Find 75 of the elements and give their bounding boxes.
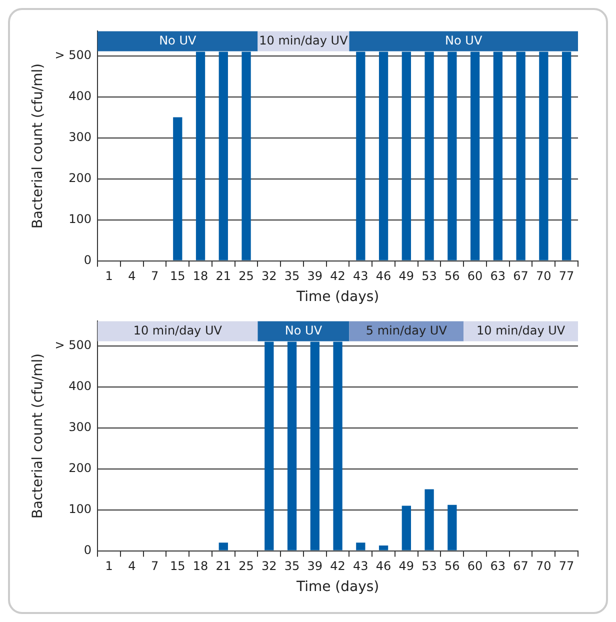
bar [287,342,297,550]
y-tick-label: > 500 [54,48,92,62]
x-tick-label: 53 [422,559,437,574]
bar [402,506,411,550]
x-tick-label: 32 [262,559,277,574]
y-tick-label: 0 [84,542,92,557]
y-tick-label: 200 [68,460,92,475]
x-tick-label: 7 [150,559,159,574]
x-tick-label: 42 [330,559,346,574]
y-axis-title: Bacterial count (cfu/ml) [30,353,46,519]
x-tick-label: 21 [216,269,232,284]
x-tick-label: 1 [105,269,113,284]
bar [310,342,320,550]
bar [448,504,457,550]
x-tick-label: 4 [128,559,136,574]
x-tick-label: 60 [467,559,483,574]
x-tick-label: 60 [467,269,483,284]
x-tick-label: 43 [353,559,368,574]
x-tick-label: 43 [353,269,368,284]
bar [356,542,366,550]
x-tick-label: 18 [192,269,208,284]
x-tick-label: 56 [444,269,460,284]
x-tick-label: 49 [398,559,414,574]
y-tick-label: 400 [68,378,92,393]
y-tick-label: 100 [68,212,92,226]
x-tick-label: 46 [376,269,392,284]
bar [218,542,228,550]
band-label: 10 min/day UV [476,323,566,338]
bar [424,489,434,550]
x-tick-label: 42 [330,269,346,284]
band-label: 10 min/day UV [133,323,223,338]
x-tick-label: 77 [558,559,574,574]
y-tick-label: 300 [68,420,92,434]
x-tick-label: 39 [307,559,323,574]
x-tick-label: 49 [398,269,414,284]
x-tick-label: 15 [170,269,186,284]
x-axis-title: Time (days) [295,289,380,306]
x-tick-label: 63 [490,269,506,284]
band-label: No UV [159,33,197,48]
x-tick-label: 53 [422,269,437,284]
x-tick-label: 46 [376,559,392,574]
x-tick-label: 67 [513,269,528,284]
x-tick-label: 35 [284,559,300,574]
band-label: 5 min/day UV [366,323,448,338]
y-tick-label: 200 [68,170,92,185]
x-tick-label: 32 [262,269,277,284]
x-tick-label: 70 [536,559,552,574]
x-tick-label: 25 [238,559,254,574]
y-tick-label: > 500 [54,338,92,352]
x-tick-label: 15 [170,559,186,574]
x-tick-label: 63 [490,559,506,574]
x-tick-label: 56 [444,559,460,574]
x-tick-label: 25 [238,269,254,284]
x-tick-label: 1 [105,559,113,574]
x-tick-label: 21 [216,559,232,574]
x-tick-label: 7 [150,269,159,284]
bar [333,342,342,550]
bar [264,342,274,550]
x-tick-label: 18 [192,559,208,574]
x-tick-label: 77 [558,269,574,284]
y-tick-label: 300 [68,130,92,144]
band-label: No UV [445,33,483,48]
y-tick-label: 0 [84,252,92,267]
bar [378,545,388,550]
y-axis-title: Bacterial count (cfu/ml) [30,63,46,229]
x-axis-title: Time (days) [295,579,380,596]
x-tick-label: 39 [307,269,323,284]
x-tick-label: 35 [284,269,300,284]
y-tick-label: 100 [68,502,92,516]
x-tick-label: 4 [128,269,136,284]
y-tick-label: 400 [68,88,92,103]
band-label: 10 min/day UV [259,33,349,48]
band-label: No UV [284,323,323,338]
x-tick-label: 70 [536,269,552,284]
x-tick-label: 67 [513,559,528,574]
